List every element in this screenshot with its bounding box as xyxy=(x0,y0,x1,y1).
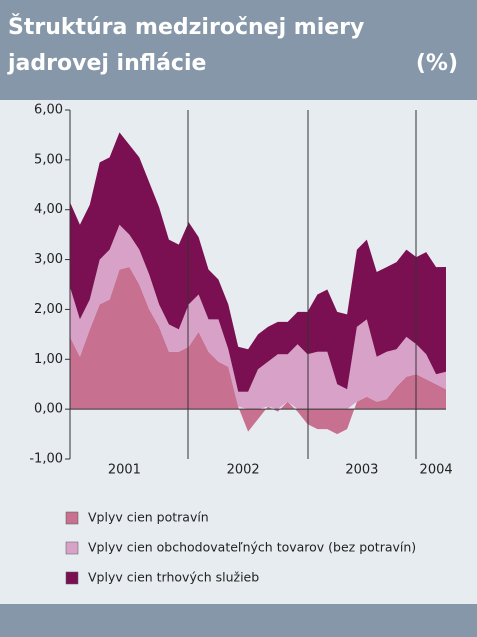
legend-label: Vplyv cien potravín xyxy=(88,510,209,525)
header xyxy=(0,0,477,100)
y-tick-label: 2,00 xyxy=(34,302,63,317)
x-group-label: 2003 xyxy=(345,463,378,478)
x-group-label: 2002 xyxy=(227,463,260,478)
x-group-label: 2004 xyxy=(420,463,453,478)
legend-label: Vplyv cien trhových služieb xyxy=(88,570,259,585)
legend-swatch xyxy=(65,541,79,555)
y-tick-label: 6,00 xyxy=(34,103,63,118)
y-tick-label: -1,00 xyxy=(29,452,63,467)
legend-label: Vplyv cien obchodovateľných tovarov (bez… xyxy=(88,540,416,555)
legend-swatch xyxy=(65,511,79,525)
area xyxy=(70,224,446,410)
area xyxy=(70,132,446,392)
y-tick-label: 0,00 xyxy=(34,402,63,417)
legend-swatch xyxy=(65,571,79,585)
area xyxy=(70,267,446,435)
y-tick-label: 3,00 xyxy=(34,252,63,267)
unit-label: (%) xyxy=(416,51,458,76)
chart-title: Štruktúra medziročnej miery xyxy=(8,14,364,40)
chart-title: jadrovej inflácie xyxy=(7,51,206,76)
y-tick-label: 5,00 xyxy=(34,152,63,167)
x-group-label: 2001 xyxy=(108,463,141,478)
footer xyxy=(0,604,477,637)
y-tick-label: 4,00 xyxy=(34,202,63,217)
y-tick-label: 1,00 xyxy=(34,352,63,367)
